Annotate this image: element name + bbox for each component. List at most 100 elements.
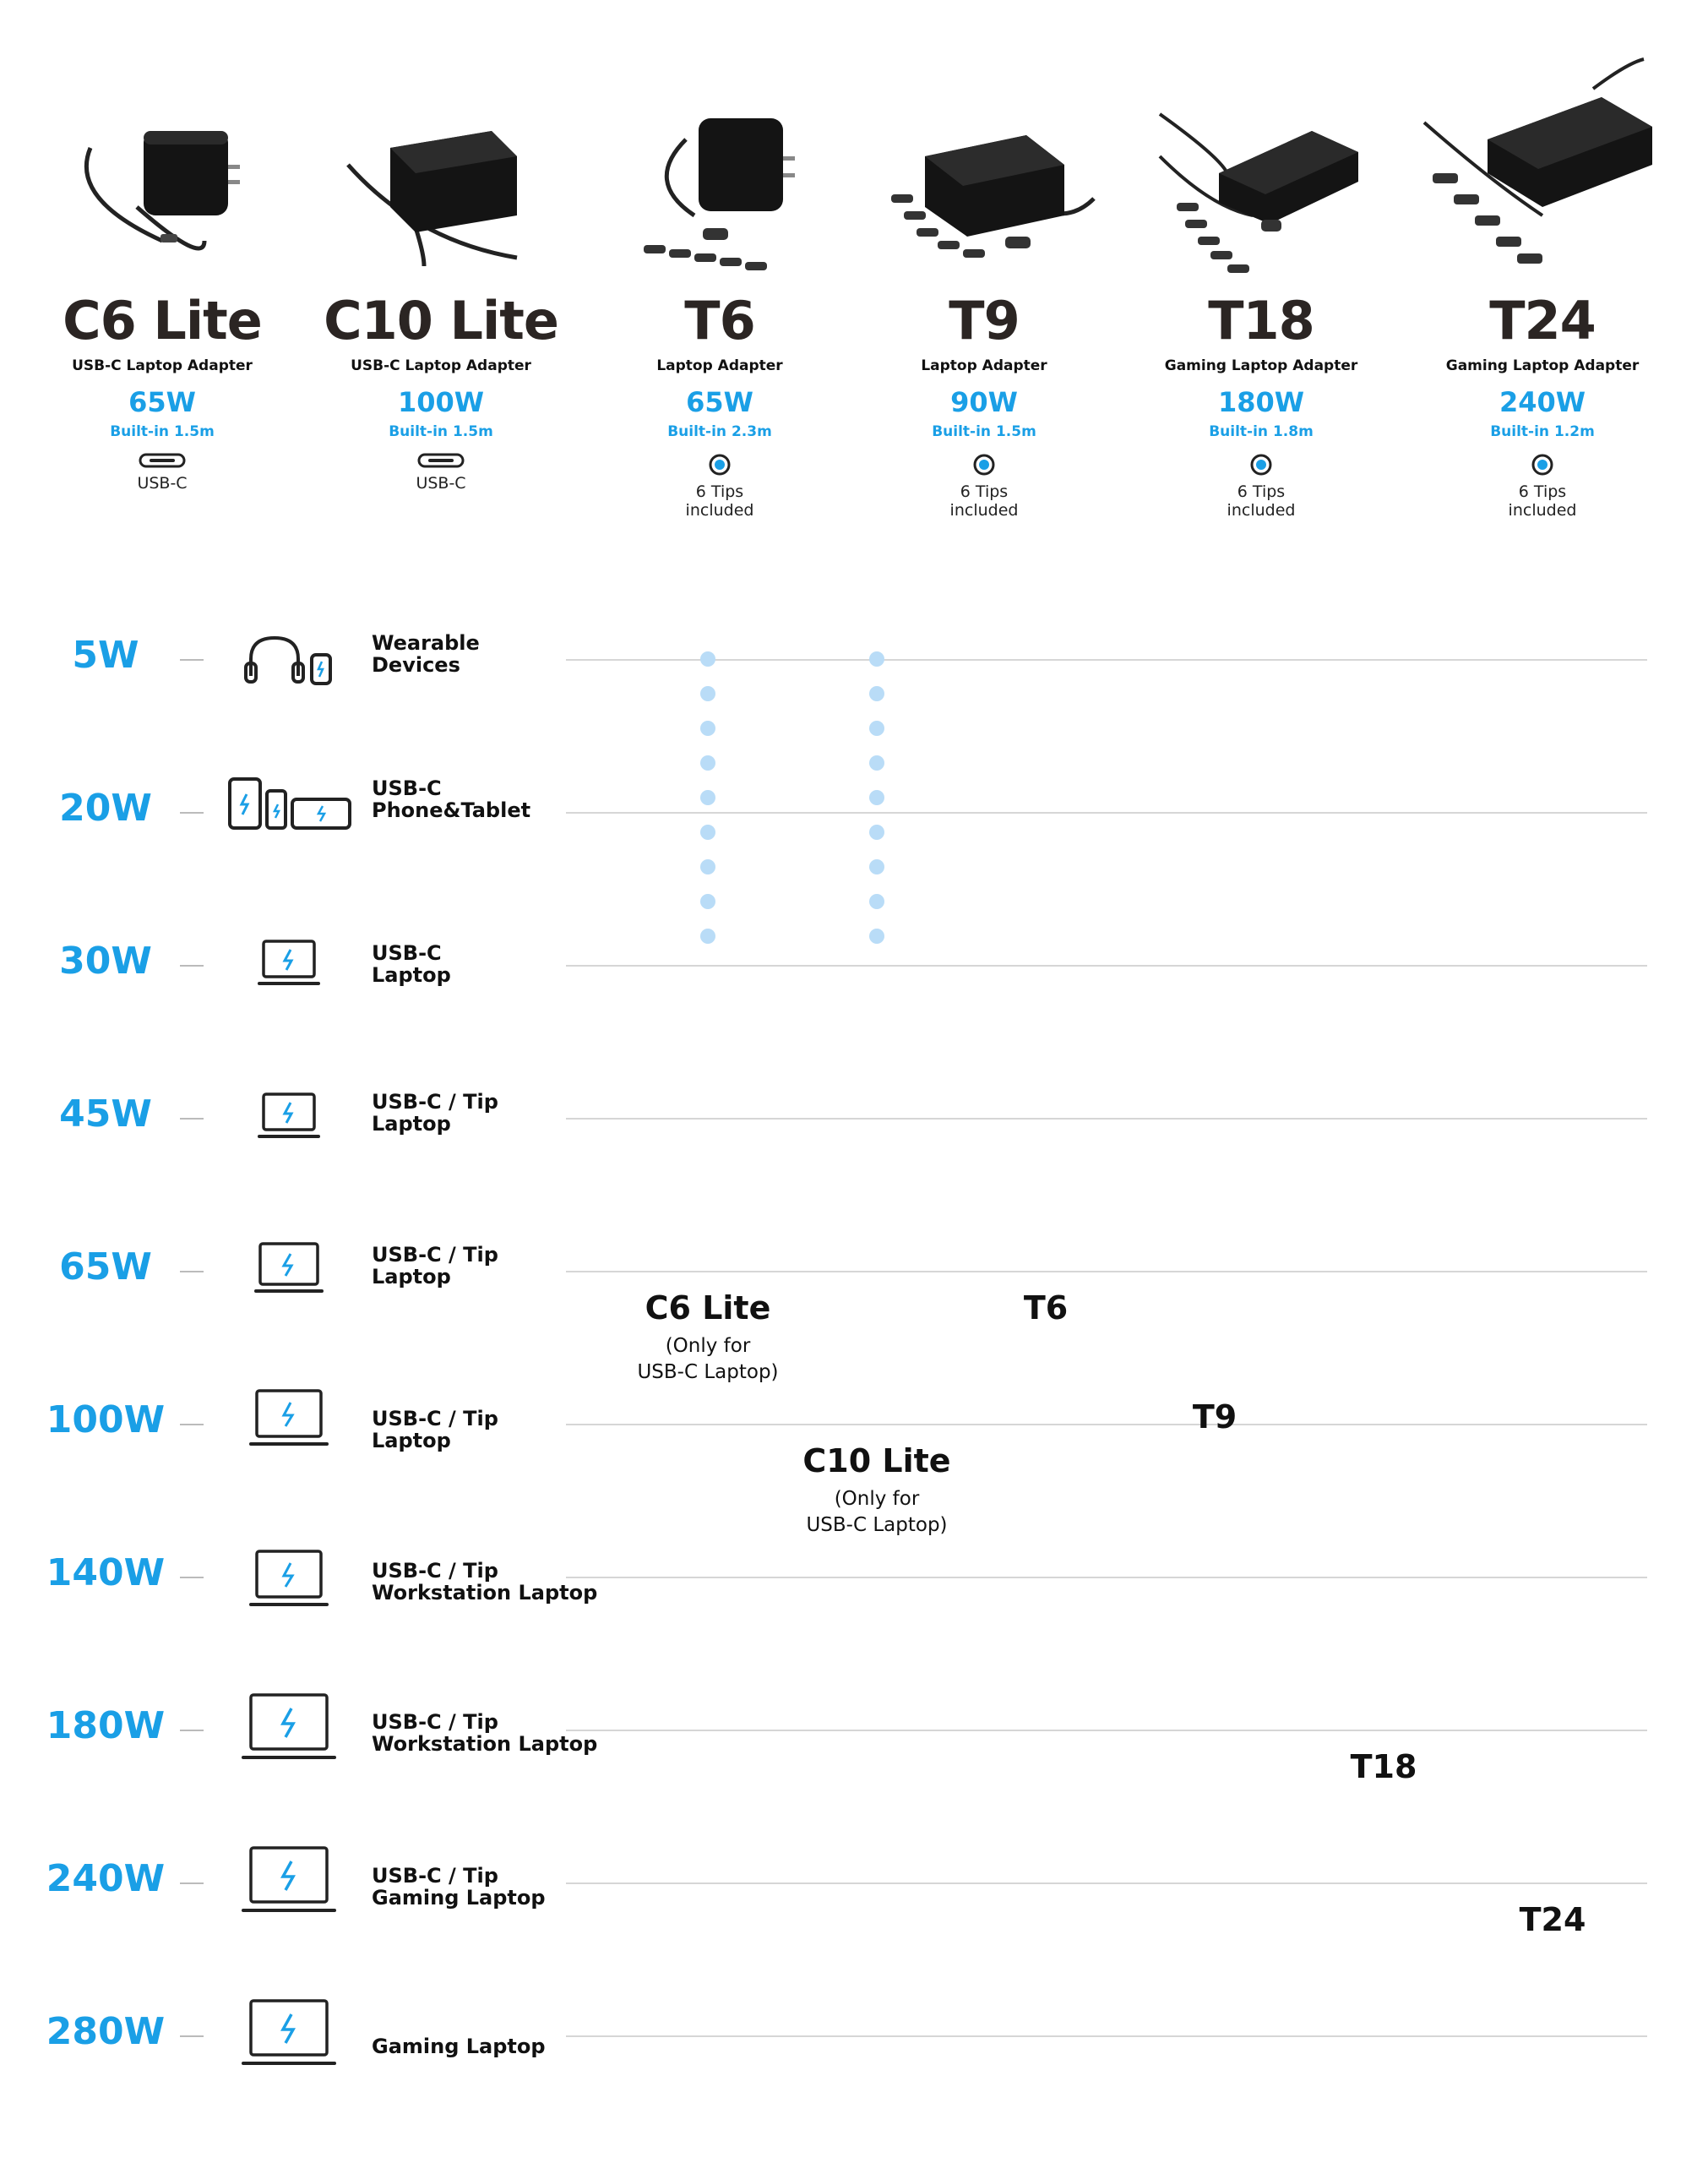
product-cable: Built-in 1.8m [1209, 423, 1314, 440]
c10-lite-dot [869, 686, 884, 701]
c6-lite-dot [700, 755, 715, 771]
product-connector: 6 Tips included [685, 482, 754, 520]
product-wattage: 65W [686, 386, 753, 418]
row-device: USB-C Laptop [372, 941, 451, 987]
row-dash [180, 1118, 204, 1120]
usb-c-port-icon [417, 453, 465, 468]
phone-tablet-icon [228, 777, 351, 830]
t9-bar-label: T9 [1192, 1398, 1237, 1436]
row-dash [180, 659, 204, 661]
t24-bar-label: T24 [1519, 1901, 1586, 1938]
c10-lite-dot [869, 825, 884, 840]
product-type: USB-C Laptop Adapter [351, 357, 531, 374]
row-device: USB-C / Tip Laptop [372, 1407, 498, 1452]
product-type: Gaming Laptop Adapter [1164, 357, 1358, 374]
product-card-c10-lite: C10 Lite USB-C Laptop Adapter 100W Built… [314, 46, 568, 493]
laptop-icon [249, 1389, 329, 1446]
row-gridline [566, 1730, 1647, 1731]
c10-lite-adapter-photo [314, 46, 568, 283]
product-card-t9: T9 Laptop Adapter 90W Built-in 1.5m 6 Ti… [857, 46, 1111, 520]
product-card-c6-lite: C6 Lite USB-C Laptop Adapter 65W Built-i… [35, 46, 289, 493]
row-wattage: 100W [46, 1398, 166, 1441]
laptop-icon [242, 1846, 336, 1912]
barrel-tip-icon [973, 454, 995, 476]
laptop-icon [249, 1550, 329, 1606]
headphones-watch-icon [244, 635, 332, 685]
product-connector: 6 Tips included [949, 482, 1019, 520]
c6-lite-adapter-photo [35, 46, 289, 283]
row-dash [180, 1730, 204, 1731]
product-name: T24 [1489, 290, 1596, 351]
row-device: USB-C / Tip Gaming Laptop [372, 1864, 546, 1910]
c6-lite-dot [700, 894, 715, 909]
product-wattage: 100W [397, 386, 485, 418]
t6-bar-label: T6 [1023, 1289, 1069, 1327]
product-cable: Built-in 2.3m [667, 423, 772, 440]
c6-lite-dot [700, 929, 715, 944]
row-gridline [566, 1577, 1647, 1578]
product-name: T6 [684, 290, 755, 351]
product-card-t18: T18 Gaming Laptop Adapter 180W Built-in … [1134, 46, 1388, 520]
product-name: C10 Lite [324, 290, 559, 351]
c6-lite-dot [700, 651, 715, 667]
product-type: Laptop Adapter [656, 357, 783, 374]
row-wattage: 140W [46, 1551, 166, 1594]
c10-lite-dot [869, 929, 884, 944]
c10-lite-dot [869, 721, 884, 736]
usb-c-port-icon [139, 453, 186, 468]
product-card-t24: T24 Gaming Laptop Adapter 240W Built-in … [1416, 46, 1669, 520]
barrel-tip-icon [1531, 454, 1553, 476]
c10-lite-dot [869, 651, 884, 667]
product-cable: Built-in 1.5m [932, 423, 1036, 440]
c10-lite-dot [869, 790, 884, 805]
row-wattage: 65W [59, 1245, 152, 1289]
row-dash [180, 1577, 204, 1578]
row-device: Wearable Devices [372, 631, 480, 677]
laptop-icon [242, 1999, 336, 2065]
c10-lite-dot [869, 755, 884, 771]
row-dash [180, 1882, 204, 1884]
row-wattage: 180W [46, 1704, 166, 1747]
t6-adapter-photo [593, 46, 846, 283]
c10-lite-dot [869, 859, 884, 874]
barrel-tip-icon [709, 454, 731, 476]
product-card-t6: T6 Laptop Adapter 65W Built-in 2.3m 6 Ti… [593, 46, 846, 520]
laptop-icon [258, 940, 320, 985]
t18-bar-label: T18 [1350, 1748, 1417, 1785]
c10-lite-dot [869, 894, 884, 909]
row-gridline [566, 1424, 1647, 1425]
c6-lite-dot [700, 721, 715, 736]
laptop-icon [242, 1693, 336, 1759]
row-gridline [566, 659, 1647, 661]
product-type: Laptop Adapter [921, 357, 1047, 374]
row-device: USB-C / Tip Laptop [372, 1243, 498, 1289]
row-device: USB-C / Tip Laptop [372, 1090, 498, 1136]
product-name: C6 Lite [63, 290, 263, 351]
row-gridline [566, 1271, 1647, 1272]
c10-lite-bar-note: (Only for USB-C Laptop) [806, 1488, 948, 1536]
t18-adapter-photo [1134, 46, 1388, 283]
product-name: T9 [949, 290, 1020, 351]
product-type: USB-C Laptop Adapter [72, 357, 253, 374]
row-wattage: 5W [72, 634, 139, 677]
row-device: USB-C / Tip Workstation Laptop [372, 1559, 598, 1605]
product-connector: USB-C [416, 474, 466, 493]
row-gridline [566, 965, 1647, 967]
t24-adapter-photo [1416, 46, 1669, 283]
product-wattage: 240W [1499, 386, 1586, 418]
product-name: T18 [1208, 290, 1315, 351]
row-dash [180, 2035, 204, 2037]
product-wattage: 65W [128, 386, 196, 418]
row-gridline [566, 1882, 1647, 1884]
c6-lite-dot [700, 686, 715, 701]
row-wattage: 240W [46, 1857, 166, 1900]
row-device: USB-C / Tip Workstation Laptop [372, 1710, 598, 1756]
product-connector: 6 Tips included [1508, 482, 1577, 520]
c6-lite-dot [700, 859, 715, 874]
row-device: Gaming Laptop [372, 2035, 546, 2058]
laptop-icon [254, 1242, 324, 1293]
c6-lite-bar-label: C6 Lite [645, 1289, 771, 1327]
row-dash [180, 1424, 204, 1425]
row-gridline [566, 2035, 1647, 2037]
